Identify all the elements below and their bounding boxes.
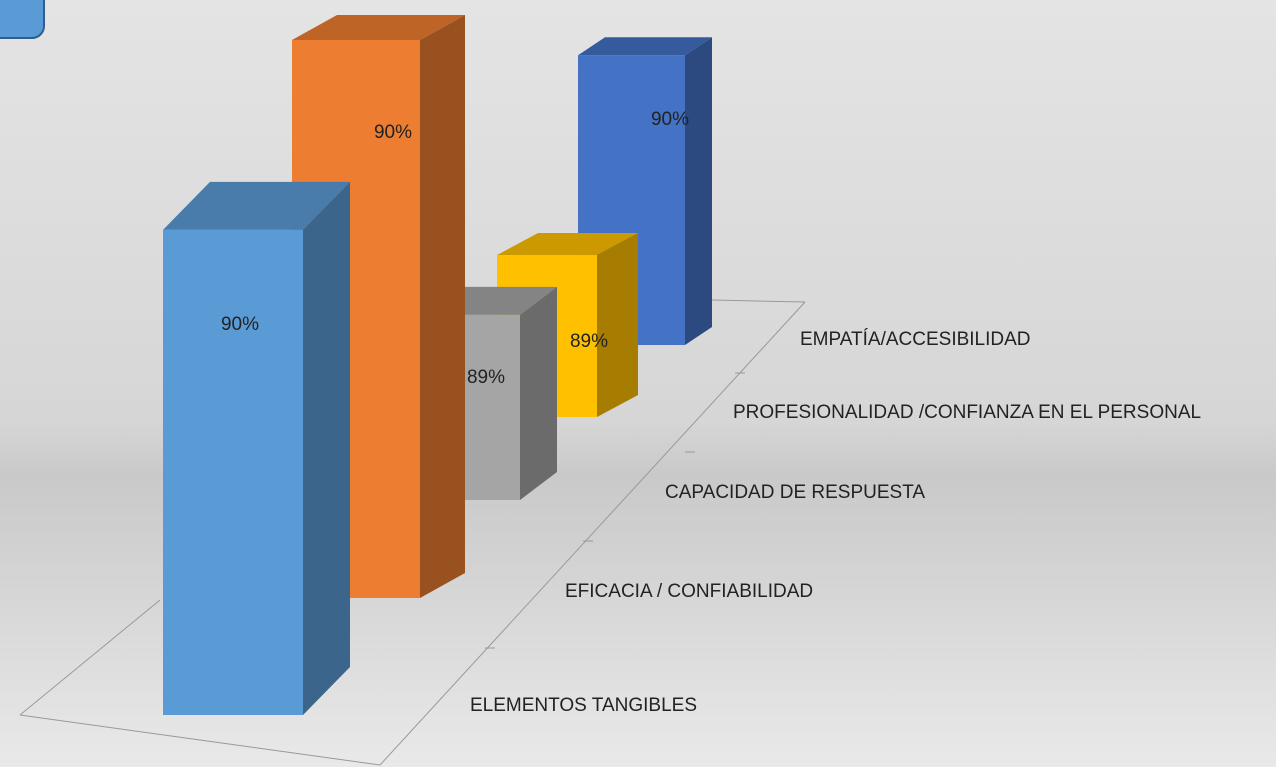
category-label: CAPACIDAD DE RESPUESTA: [665, 482, 925, 503]
value-label: 90%: [651, 109, 689, 130]
bar-top: [292, 15, 465, 40]
bar-top: [163, 181, 350, 230]
bar-top: [497, 233, 638, 256]
category-label: EFICACIA / CONFIABILIDAD: [565, 581, 813, 602]
category-label: ELEMENTOS TANGIBLES: [470, 695, 697, 716]
category-label: PROFESIONALIDAD /CONFIANZA EN EL PERSONA…: [733, 402, 1201, 423]
category-label: EMPATÍA/ACCESIBILIDAD: [800, 329, 1031, 350]
value-label: 89%: [570, 331, 608, 352]
value-label: 90%: [221, 314, 259, 335]
bar: [163, 229, 303, 715]
corner-badge: [0, 0, 45, 39]
value-label: 89%: [467, 367, 505, 388]
floor: [19, 299, 806, 766]
bar-side: [685, 37, 712, 345]
bar-side: [597, 233, 638, 417]
value-label: 90%: [374, 122, 412, 143]
bar-top: [578, 37, 712, 56]
bar-side: [520, 286, 557, 500]
bar-side: [303, 181, 350, 715]
bar-side: [420, 15, 465, 598]
